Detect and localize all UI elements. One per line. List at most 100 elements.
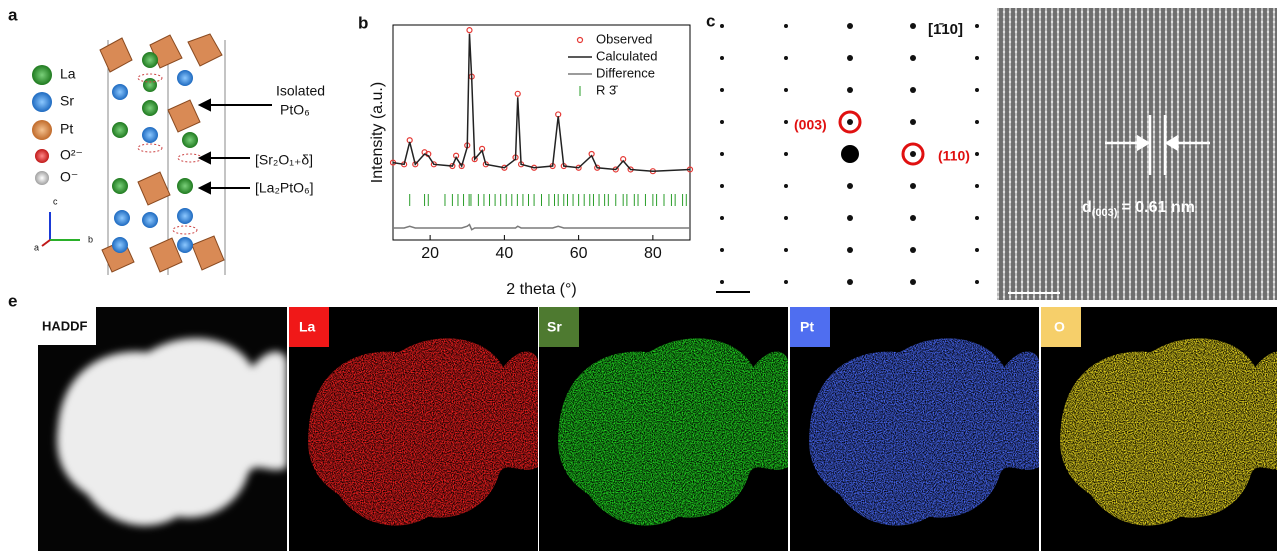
x-tick-label: 20 bbox=[421, 245, 439, 262]
legend-ball bbox=[35, 149, 49, 163]
eds-map: La bbox=[289, 307, 538, 551]
diffraction-spot bbox=[975, 184, 979, 188]
legend-ball bbox=[32, 92, 52, 112]
diffraction-spot bbox=[784, 120, 788, 124]
eds-label: Sr bbox=[547, 319, 562, 335]
legend-marker bbox=[576, 36, 584, 44]
zone-axis: [1̄10] bbox=[928, 21, 963, 38]
eds-map: HADDF bbox=[38, 307, 287, 551]
x-axis-label: 2 theta (°) bbox=[506, 281, 576, 298]
panel-label: b bbox=[358, 13, 368, 32]
legend-label: R 3̄ bbox=[596, 82, 618, 97]
axis-label: a bbox=[34, 242, 39, 252]
axis-label: c bbox=[53, 196, 58, 206]
atoms bbox=[112, 52, 203, 253]
diffraction-spot bbox=[910, 151, 916, 157]
annotation: Isolated bbox=[276, 83, 325, 99]
diffraction-spot bbox=[784, 152, 788, 156]
diffraction-spot bbox=[720, 88, 724, 92]
spacing-d: d bbox=[1082, 199, 1092, 216]
legend-label: La bbox=[60, 66, 76, 82]
series-line bbox=[392, 33, 691, 172]
diffraction-spot bbox=[910, 23, 916, 29]
diffraction-spot bbox=[720, 56, 724, 60]
plot-frame bbox=[392, 24, 691, 241]
diffraction-spot bbox=[847, 55, 853, 61]
legend-ball bbox=[35, 171, 49, 185]
structure-panel: La Sr Pt O²⁻ O⁻ Isolated bbox=[32, 33, 325, 275]
diffraction-spot bbox=[784, 56, 788, 60]
spacing-sub: (003) bbox=[1092, 207, 1118, 219]
diffraction-spot bbox=[720, 216, 724, 220]
diffraction-spot bbox=[847, 183, 853, 189]
xrd-chart: 20 40 60 80 2 theta (°) Intensity (a.u.) Obser… bbox=[369, 24, 694, 298]
diffraction-spot bbox=[910, 183, 916, 189]
eds-panel: HADDF La Sr Pt O bbox=[38, 307, 1277, 551]
eds-map: Sr bbox=[539, 307, 788, 551]
legend-ball bbox=[32, 65, 52, 85]
axis-triad bbox=[41, 212, 80, 247]
annotation: [La₂PtO₆] bbox=[255, 180, 314, 196]
panel-label: c bbox=[706, 11, 715, 30]
diffraction-spot bbox=[784, 24, 788, 28]
spot-circle bbox=[838, 110, 862, 134]
diffraction-spot bbox=[720, 184, 724, 188]
x-tick-label: 60 bbox=[570, 245, 588, 262]
diffraction-spot bbox=[784, 248, 788, 252]
eds-label: La bbox=[299, 319, 316, 335]
legend-label: O⁻ bbox=[60, 169, 78, 185]
diffraction-spot bbox=[975, 248, 979, 252]
diffraction-spot bbox=[910, 215, 916, 221]
series-line bbox=[393, 223, 690, 231]
legend-label: Sr bbox=[60, 93, 74, 109]
diffraction-spot bbox=[720, 120, 724, 124]
legend-label: O²⁻ bbox=[60, 147, 83, 163]
diffraction-spot bbox=[975, 88, 979, 92]
legend-ball bbox=[32, 120, 52, 140]
arrows bbox=[197, 98, 272, 195]
diffraction-spot bbox=[847, 247, 853, 253]
diffraction-spot bbox=[975, 56, 979, 60]
legend-label: Observed bbox=[596, 31, 652, 46]
diffraction-spot bbox=[841, 145, 859, 163]
diffraction-spot bbox=[910, 55, 916, 61]
eds-map: O bbox=[1041, 307, 1277, 551]
legend-label: Pt bbox=[60, 121, 73, 137]
axis-label: b bbox=[88, 234, 93, 244]
spacing-rest: = 0.61 nm bbox=[1121, 199, 1194, 216]
y-axis-label: Intensity (a.u.) bbox=[369, 82, 386, 183]
diffraction-spot bbox=[975, 120, 979, 124]
spot-circle bbox=[901, 142, 925, 166]
diffraction-spot bbox=[847, 279, 853, 285]
x-tick-label: 80 bbox=[644, 245, 662, 262]
panel-label: e bbox=[8, 291, 17, 310]
diffraction-spot bbox=[720, 24, 724, 28]
diffraction-spot bbox=[910, 119, 916, 125]
legend-label: Calculated bbox=[596, 48, 657, 63]
eds-map: Pt bbox=[790, 307, 1039, 551]
diffraction-spot bbox=[784, 88, 788, 92]
eds-label: HADDF bbox=[42, 318, 88, 333]
diffraction-spot bbox=[847, 23, 853, 29]
spot-label: (003) bbox=[794, 117, 827, 133]
legend-label: Difference bbox=[596, 65, 655, 80]
diffraction-spot bbox=[847, 87, 853, 93]
diffraction-spot bbox=[720, 248, 724, 252]
diffraction-spot bbox=[910, 247, 916, 253]
diffraction-spot bbox=[975, 24, 979, 28]
spacing-label: d(003) = 0.61 nm bbox=[1082, 199, 1195, 219]
diffraction-spot bbox=[784, 184, 788, 188]
diffraction-panel: [1̄10] (003) (110) bbox=[716, 21, 979, 293]
diffraction-spot bbox=[784, 280, 788, 284]
diffraction-spot bbox=[847, 215, 853, 221]
diffraction-spot bbox=[784, 216, 788, 220]
diffraction-spot bbox=[975, 152, 979, 156]
spacing-marker bbox=[1105, 115, 1210, 175]
annotation: PtO₆ bbox=[280, 102, 310, 118]
diffraction-spot bbox=[847, 119, 853, 125]
data-point bbox=[514, 90, 521, 97]
spot-label: (110) bbox=[938, 148, 970, 164]
eds-label: Pt bbox=[800, 319, 814, 335]
hrtem-panel: d(003) = 0.61 nm bbox=[997, 8, 1277, 300]
